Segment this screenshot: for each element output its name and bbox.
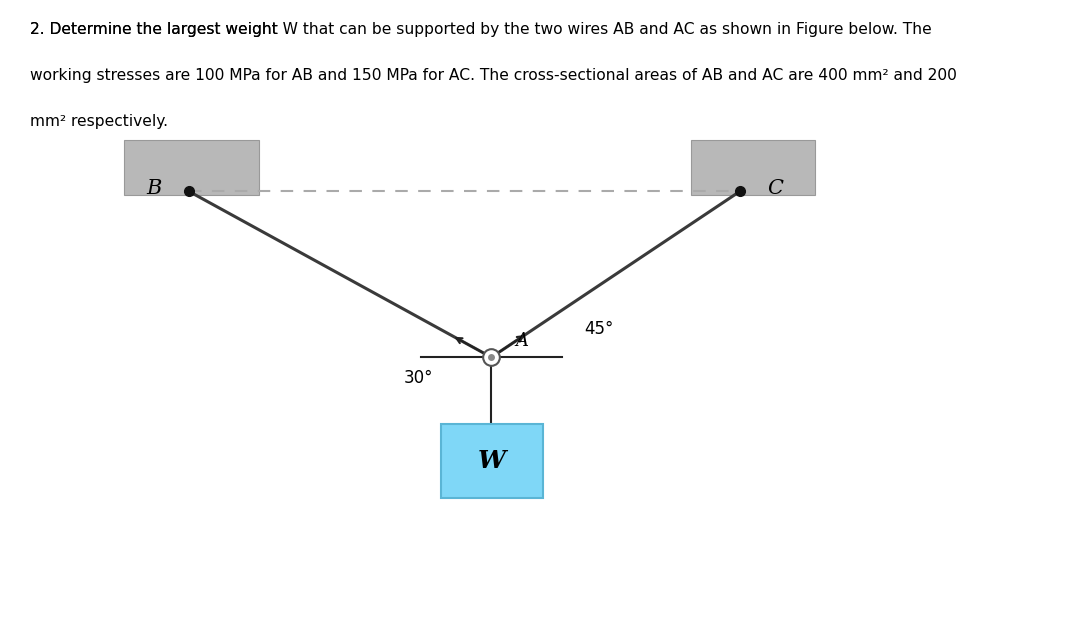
Text: A: A [515, 332, 528, 350]
Bar [691, 140, 815, 195]
Text: mm² respectively.: mm² respectively. [30, 114, 168, 130]
Bar [441, 424, 543, 498]
Text: W: W [477, 449, 507, 473]
Text: 2. Determine the largest weight W that can be supported by the two wires AB and : 2. Determine the largest weight W that c… [30, 22, 932, 38]
Text: C: C [767, 179, 783, 198]
Bar [124, 140, 259, 195]
Text: 30°: 30° [403, 369, 433, 387]
Text: B: B [147, 179, 162, 198]
Text: 2. Determine the largest weight: 2. Determine the largest weight [30, 22, 283, 38]
Text: 45°: 45° [584, 320, 615, 338]
Text: working stresses are 100 MPa for AB and 150 MPa for AC. The cross-sectional area: working stresses are 100 MPa for AB and … [30, 68, 957, 84]
